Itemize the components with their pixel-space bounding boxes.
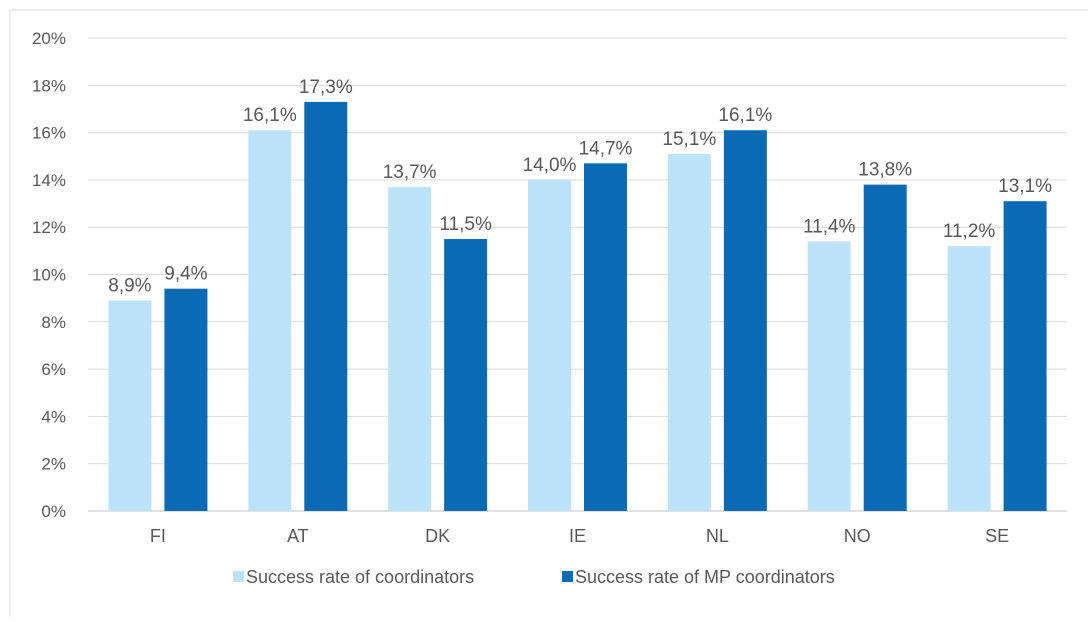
y-tick-label: 18% — [32, 76, 66, 95]
bar-se-series-1 — [947, 246, 991, 511]
data-label: 8,9% — [108, 276, 151, 297]
data-label: 11,5% — [439, 214, 492, 235]
data-label: 14,7% — [579, 138, 633, 159]
legend: Success rate of coordinators Success rate… — [233, 567, 835, 587]
data-label: 13,1% — [998, 176, 1052, 197]
bar-ie-series-2 — [584, 163, 627, 511]
y-tick-label: 2% — [41, 455, 66, 474]
y-tick-label: 16% — [32, 124, 66, 143]
legend-label: Success rate of coordinators — [246, 567, 474, 587]
bar-fi-series-2 — [164, 288, 208, 511]
bars: 8,9%9,4%16,1%17,3%13,7%11,5%14,0%14,7% 15… — [108, 77, 1052, 512]
bar-no-series-1 — [807, 241, 851, 511]
bar-at-series-1 — [248, 130, 292, 512]
bar-ie-series-1 — [528, 179, 571, 511]
x-tick-label: FI — [150, 526, 166, 546]
data-label: 16,1% — [718, 105, 772, 126]
gridlines — [88, 37, 1067, 512]
data-label: 11,2% — [943, 221, 996, 242]
y-tick-label: 20% — [32, 29, 66, 48]
x-tick-label: SE — [985, 526, 1009, 546]
bar-dk-series-2 — [444, 239, 488, 511]
bar-dk-series-1 — [388, 186, 432, 511]
x-axis: FI AT DK IE NL NO SE — [150, 526, 1009, 546]
x-tick-label: NO — [844, 526, 871, 546]
bar-fi-series-1 — [108, 300, 152, 511]
data-label: 11,4% — [803, 216, 856, 237]
y-tick-label: 0% — [41, 502, 66, 521]
data-label: 13,8% — [858, 160, 912, 181]
legend-label: Success rate of MP coordinators — [575, 567, 835, 587]
data-label: 13,7% — [383, 162, 437, 183]
y-axis: 0% 2% 4% 6% 8% 10% 12% 14% 16% 18% 20% — [32, 29, 66, 521]
x-tick-label: NL — [706, 526, 729, 546]
data-label: 17,3% — [299, 77, 353, 98]
bar-se-series-2 — [1003, 201, 1047, 511]
data-label: 14,0% — [523, 155, 577, 176]
y-tick-label: 6% — [41, 360, 66, 379]
y-tick-label: 12% — [32, 218, 66, 237]
bar-no-series-2 — [863, 184, 907, 511]
y-tick-label: 10% — [32, 266, 66, 285]
legend-swatch — [233, 571, 244, 582]
y-tick-label: 14% — [32, 171, 66, 190]
data-label: 15,1% — [662, 129, 716, 150]
bar-at-series-2 — [304, 101, 348, 511]
x-tick-label: AT — [287, 526, 309, 546]
legend-swatch — [562, 571, 573, 582]
bar-nl-series-1 — [667, 153, 711, 511]
x-tick-label: DK — [425, 526, 450, 546]
y-tick-label: 4% — [41, 407, 66, 426]
x-tick-label: IE — [569, 526, 586, 546]
bar-nl-series-2 — [723, 130, 767, 512]
data-label: 9,4% — [164, 264, 207, 285]
y-tick-label: 8% — [41, 313, 66, 332]
data-label: 16,1% — [243, 105, 297, 126]
